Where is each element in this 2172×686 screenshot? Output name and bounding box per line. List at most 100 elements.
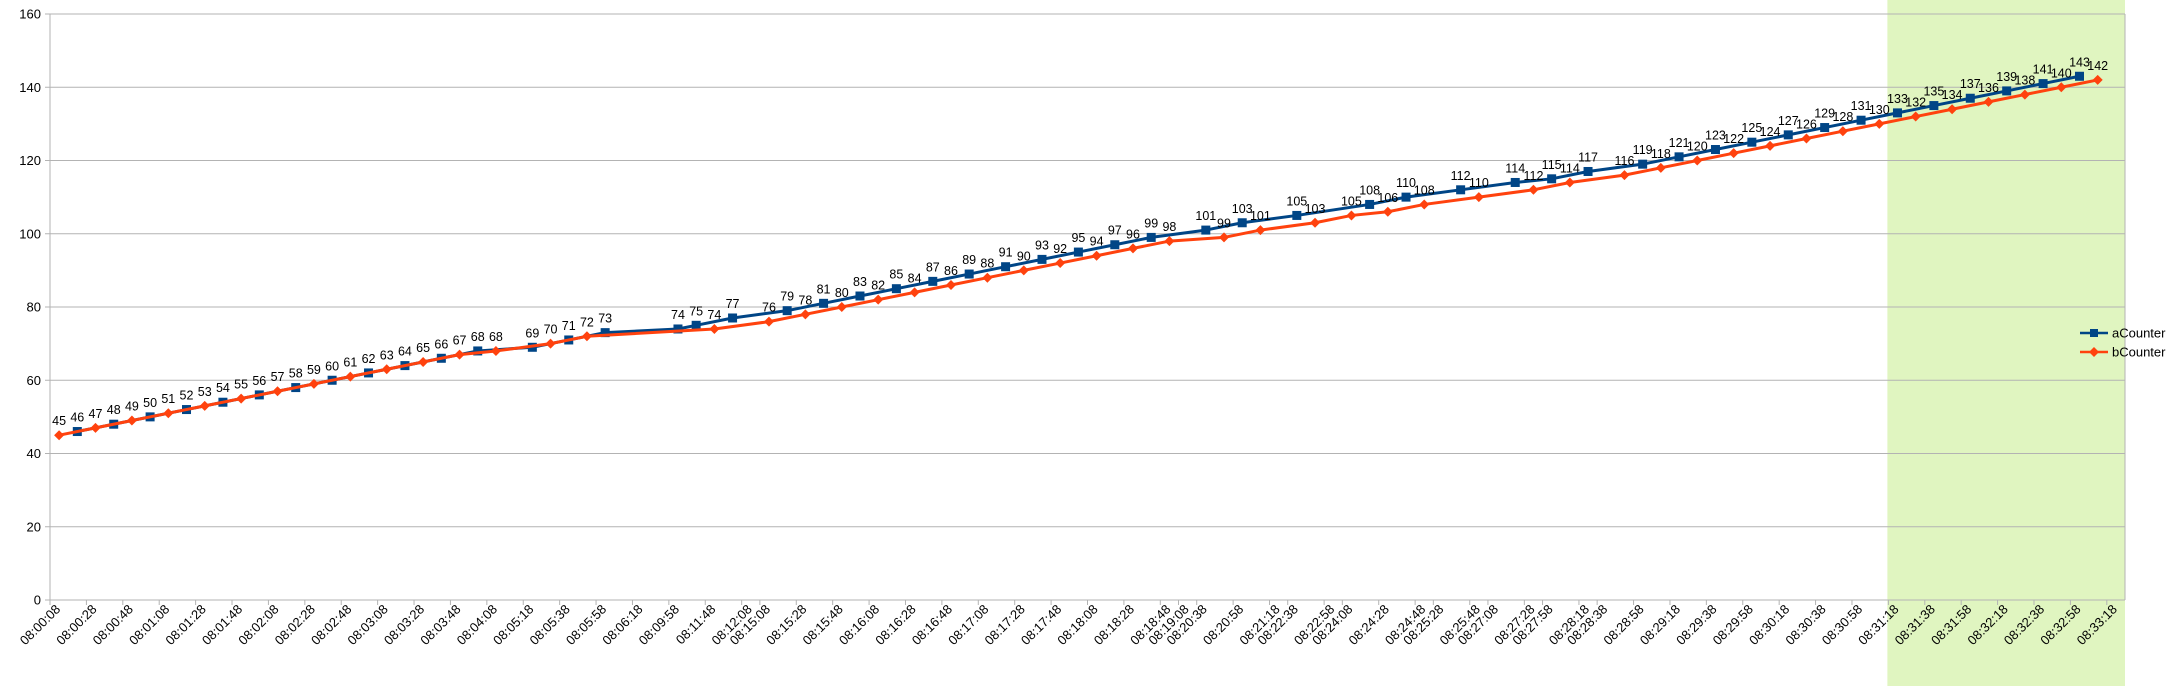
data-point-aCounter [964,269,974,279]
data-point-bCounter [1564,177,1575,188]
data-label-bCounter: 116 [1614,154,1634,168]
data-point-bCounter [126,415,137,426]
data-label-aCounter: 119 [1633,143,1653,157]
data-label-bCounter: 86 [944,264,958,278]
legend-label-aCounter: aCounter [2112,326,2166,341]
data-point-aCounter [1583,166,1593,176]
data-label-aCounter: 64 [398,345,412,359]
data-label-aCounter: 87 [926,260,940,274]
data-point-aCounter [1783,130,1793,140]
data-label-aCounter: 71 [562,319,576,333]
data-label-bCounter: 99 [1217,216,1231,230]
data-label-aCounter: 143 [2069,55,2090,69]
data-label-aCounter: 127 [1778,114,1799,128]
data-label-bCounter: 76 [762,301,776,315]
data-point-bCounter [836,302,847,312]
data-label-aCounter: 114 [1505,161,1525,175]
x-tick-label: 08:09:58 [636,602,682,648]
data-label-bCounter: 128 [1832,110,1853,124]
data-label-bCounter: 72 [580,315,594,329]
data-point-aCounter [1547,174,1557,184]
data-label-aCounter: 83 [853,275,867,289]
data-point-aCounter [1365,199,1375,209]
data-label-bCounter: 53 [198,385,212,399]
data-point-aCounter [2074,71,2084,81]
data-label-aCounter: 62 [362,352,376,366]
data-point-bCounter [236,393,247,404]
data-point-bCounter [1837,126,1848,137]
data-label-aCounter: 99 [1144,216,1158,230]
data-label-aCounter: 75 [689,304,703,318]
data-point-bCounter [581,331,592,342]
data-label-bCounter: 101 [1250,209,1271,223]
data-label-bCounter: 80 [835,286,849,300]
data-point-bCounter [2092,74,2103,85]
data-label-bCounter: 84 [908,271,922,285]
data-point-bCounter [1255,225,1266,236]
data-label-aCounter: 112 [1451,169,1471,183]
data-point-bCounter [800,309,811,320]
data-label-aCounter: 60 [325,359,339,373]
data-label-aCounter: 139 [1996,70,2017,84]
data-label-bCounter: 96 [1126,227,1140,241]
data-point-bCounter [199,400,210,411]
data-label-aCounter: 79 [780,290,794,304]
data-point-aCounter [2038,79,2048,89]
axes: 02040608010012014016008:00:0808:00:2808:… [17,7,2126,648]
data-label-bCounter: 138 [2014,74,2035,88]
data-label-bCounter: 108 [1414,183,1435,197]
data-point-aCounter [1237,218,1247,228]
data-point-aCounter [891,284,901,294]
data-label-bCounter: 92 [1053,242,1067,256]
data-point-bCounter [1164,236,1175,247]
y-tick-label: 0 [34,593,41,608]
data-label-bCounter: 49 [125,400,139,414]
data-point-aCounter [1856,115,1866,125]
data-point-bCounter [709,323,720,334]
data-label-aCounter: 73 [598,312,612,326]
data-point-bCounter [418,356,429,367]
data-point-aCounter [1037,254,1047,264]
data-label-bCounter: 124 [1760,125,1781,139]
data-point-aCounter [1110,240,1120,250]
data-label-aCounter: 74 [671,308,685,322]
data-point-aCounter [855,291,865,301]
data-point-bCounter [1091,250,1102,261]
data-label-bCounter: 82 [871,279,885,293]
y-tick-label: 80 [27,300,41,315]
data-label-aCounter: 58 [289,367,303,381]
data-label-bCounter: 74 [707,308,721,322]
data-label-aCounter: 56 [252,374,266,388]
y-tick-label: 20 [27,519,41,534]
data-label-bCounter: 88 [980,257,994,271]
legend-marker-bCounter [2089,347,2099,357]
data-point-aCounter [1820,123,1830,133]
data-label-bCounter: 57 [271,370,285,384]
y-tick-label: 40 [27,446,41,461]
data-label-bCounter: 126 [1796,118,1817,132]
data-label-bCounter: 47 [89,407,103,421]
data-point-bCounter [1874,118,1885,129]
data-label-bCounter: 130 [1869,103,1890,117]
data-labels: 46 48 50 52 54 56 58 60 62 64 66 68 69 71 73 74 75 77 79 81… [52,55,2108,428]
data-label-bCounter: 70 [544,323,558,337]
data-label-bCounter: 122 [1723,132,1744,146]
data-label-bCounter: 106 [1377,191,1398,205]
data-point-bCounter [54,430,65,441]
data-point-bCounter [1910,111,1921,122]
data-point-bCounter [982,272,993,283]
data-label-aCounter: 110 [1396,176,1416,190]
legend-marker-aCounter [2090,329,2098,337]
data-label-aCounter: 131 [1851,99,1872,113]
data-label-aCounter: 125 [1741,121,1762,135]
data-point-aCounter [1929,101,1939,111]
data-label-aCounter: 52 [180,389,194,403]
data-point-bCounter [272,386,283,397]
data-point-bCounter [381,364,392,375]
data-label-aCounter: 89 [962,253,976,267]
data-label-aCounter: 101 [1195,209,1216,223]
data-label-aCounter: 115 [1542,158,1562,172]
data-point-aCounter [600,328,610,338]
data-label-aCounter: 68 [471,330,485,344]
